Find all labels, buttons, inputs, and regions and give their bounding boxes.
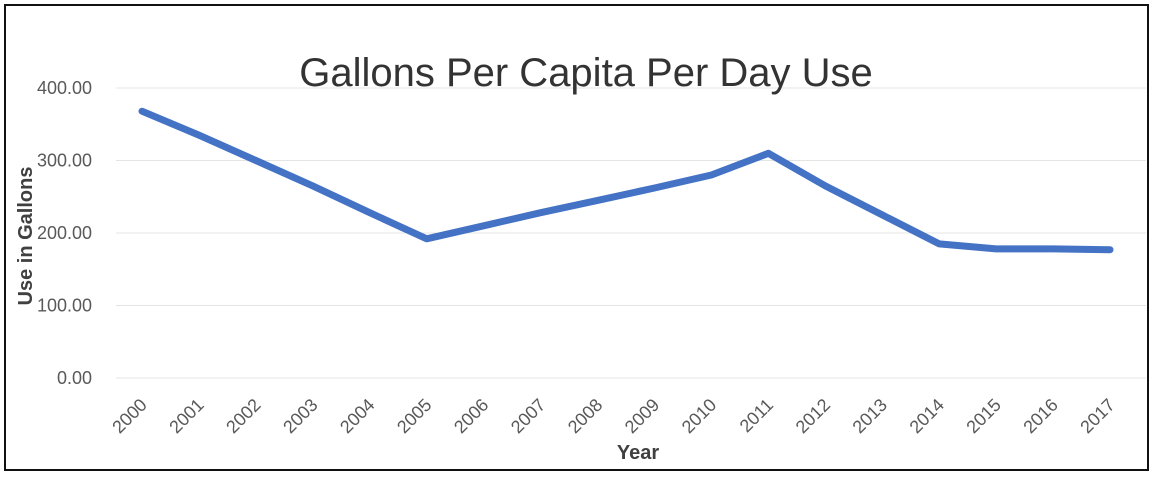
y-tick-label: 0.00 xyxy=(57,368,92,388)
x-axis-title: Year xyxy=(617,442,659,464)
x-tick-label: 2010 xyxy=(678,395,720,437)
x-tick-label: 2016 xyxy=(1019,395,1061,437)
x-tick-label: 2004 xyxy=(336,395,378,437)
line-chart: Gallons Per Capita Per Day Use 0.00 100.0… xyxy=(15,51,1146,464)
x-tick-label: 2015 xyxy=(962,395,1004,437)
x-tick-label: 2013 xyxy=(849,395,891,437)
x-tick-label: 2012 xyxy=(792,395,834,437)
x-tick-label: 2000 xyxy=(108,395,150,437)
series-layer xyxy=(138,107,1114,254)
x-tick-label: 2001 xyxy=(165,395,207,437)
x-tick-label: 2003 xyxy=(279,395,321,437)
x-tick-label: 2002 xyxy=(222,395,264,437)
x-tick-label: 2007 xyxy=(507,395,549,437)
x-tick-label: 2017 xyxy=(1076,395,1118,437)
x-tick-label: 2009 xyxy=(621,395,663,437)
series-line xyxy=(138,107,1114,254)
gridlines xyxy=(116,87,1146,379)
x-axis-ticks: 2000 2001 2002 2003 2004 2005 2006 2007 2008 2009… xyxy=(108,395,1118,437)
x-tick-label: 2008 xyxy=(564,395,606,437)
y-tick-label: 100.00 xyxy=(37,296,92,316)
y-axis-ticks: 0.00 100.00 200.00 300.00 400.00 xyxy=(37,78,92,388)
x-tick-label: 2006 xyxy=(450,395,492,437)
x-tick-label: 2005 xyxy=(393,395,435,437)
y-axis-title: Use in Gallons xyxy=(15,167,37,306)
y-tick-label: 300.00 xyxy=(37,151,92,171)
chart-title: Gallons Per Capita Per Day Use xyxy=(299,51,873,95)
x-tick-label: 2011 xyxy=(736,395,778,437)
x-tick-label: 2014 xyxy=(906,395,948,437)
y-tick-label: 200.00 xyxy=(37,223,92,243)
y-tick-label: 400.00 xyxy=(37,78,92,98)
chart-frame: Gallons Per Capita Per Day Use 0.00 100.0… xyxy=(4,4,1149,471)
